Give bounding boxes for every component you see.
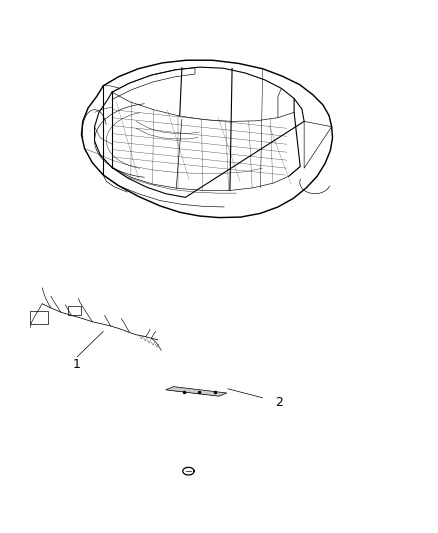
Text: 1: 1	[73, 358, 81, 372]
Polygon shape	[166, 386, 227, 396]
Text: 2: 2	[276, 395, 283, 409]
Bar	[68, 306, 81, 316]
Bar	[30, 311, 48, 324]
